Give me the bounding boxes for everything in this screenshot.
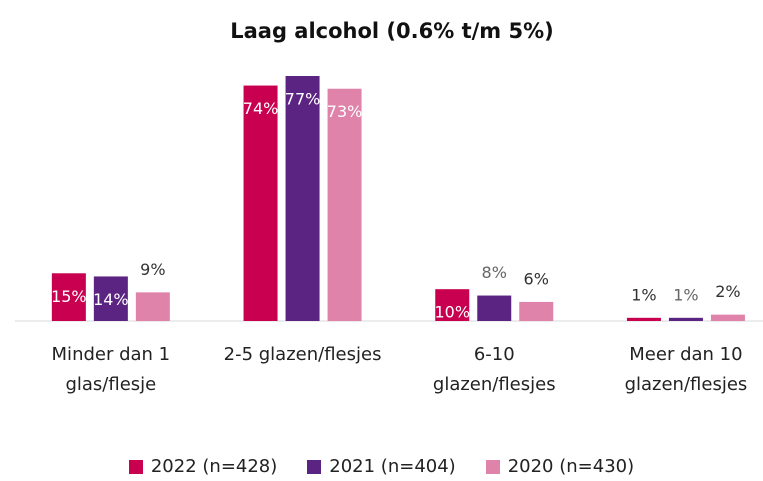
legend-item: 2022 (n=428)	[128, 456, 278, 477]
bar	[626, 317, 661, 321]
data-label: 1%	[631, 285, 656, 304]
data-label: 15%	[51, 287, 87, 306]
x-tick-label: 2-5 glazen/flesjes	[223, 344, 382, 365]
bar	[93, 276, 128, 321]
x-tick-label: Meer dan 10 glazen/flesjes	[624, 344, 748, 395]
legend-swatch	[128, 459, 143, 474]
legend-label: 2022 (n=428)	[150, 456, 278, 477]
data-label: 1%	[673, 285, 698, 304]
legend-label: 2020 (n=430)	[507, 456, 635, 477]
bar	[285, 76, 320, 321]
bar	[710, 314, 745, 321]
bar	[668, 317, 703, 321]
data-label: 10%	[434, 303, 470, 322]
legend-label: 2021 (n=404)	[329, 456, 456, 477]
bar	[519, 301, 554, 321]
bar	[477, 295, 512, 321]
x-tick-label: Minder dan 1 glas/flesje	[51, 344, 171, 395]
data-label: 2%	[715, 282, 740, 301]
legend: 2022 (n=428) 2021 (n=404) 2020 (n=430)	[0, 456, 763, 477]
data-label: 14%	[93, 290, 129, 309]
data-label: 74%	[243, 99, 279, 118]
legend-item: 2020 (n=430)	[485, 456, 635, 477]
bar	[135, 292, 170, 321]
data-label: 9%	[140, 260, 165, 279]
legend-swatch	[485, 459, 500, 474]
bar	[327, 88, 362, 322]
x-tick-label: 6-10 glazen/flesjes	[432, 344, 556, 395]
data-label: 6%	[524, 269, 549, 288]
bar	[51, 273, 86, 321]
data-label: 73%	[327, 102, 363, 121]
data-label: 8%	[482, 263, 507, 282]
bar	[243, 85, 278, 321]
legend-swatch	[307, 459, 322, 474]
bar	[435, 289, 470, 321]
legend-item: 2021 (n=404)	[307, 456, 456, 477]
data-label: 77%	[285, 90, 321, 109]
chart-title: Laag alcohol (0.6% t/m 5%)	[230, 19, 554, 43]
